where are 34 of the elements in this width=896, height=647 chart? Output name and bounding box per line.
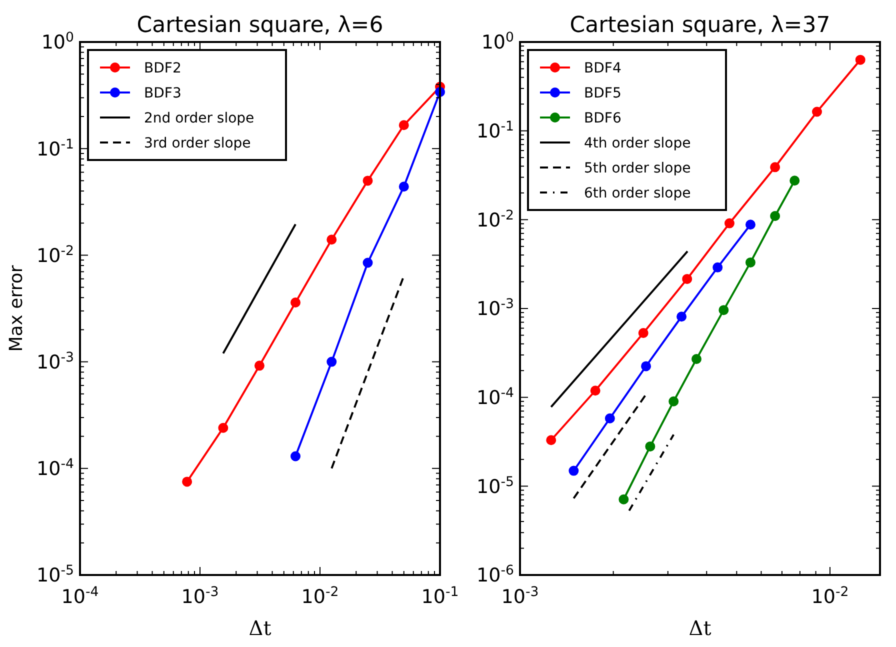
- chart-title: Cartesian square, λ=6: [136, 13, 384, 38]
- x-tick-label: 10$^{-2}$: [811, 584, 849, 608]
- legend-label: 5th order slope: [584, 160, 691, 176]
- x-tick-label: 10$^{-3}$: [181, 584, 219, 608]
- y-tick-label: 10$^{-1}$: [476, 118, 514, 142]
- chart-title: Cartesian square, λ=37: [570, 13, 830, 38]
- legend-label: 2nd order slope: [144, 110, 254, 126]
- x-tick-label: 10$^{-1}$: [421, 584, 459, 608]
- x-tick-label: 10$^{-3}$: [501, 584, 539, 608]
- legend-label: BDF5: [584, 85, 622, 102]
- x-axis-title: Δt: [248, 616, 272, 640]
- x-axis-title: Δt: [688, 616, 712, 640]
- y-tick-label: 10$^{0}$: [481, 30, 514, 54]
- legend-label: BDF2: [144, 60, 182, 76]
- y-tick-label: 10$^{-2}$: [476, 208, 514, 232]
- y-tick-label: 10$^{-2}$: [36, 243, 74, 267]
- legend-label: BDF3: [144, 85, 182, 102]
- legend-label: 4th order slope: [584, 135, 691, 152]
- x-tick-label: 10$^{-4}$: [61, 584, 99, 608]
- legend-label: 3rd order slope: [144, 135, 251, 152]
- legend-label: 6th order slope: [584, 185, 691, 202]
- y-tick-label: 10$^{-4}$: [36, 456, 74, 480]
- y-tick-label: 10$^{-5}$: [36, 563, 74, 587]
- x-tick-label: 10$^{-2}$: [301, 584, 339, 608]
- legend-label: BDF4: [584, 60, 622, 76]
- y-tick-label: 10$^{-1}$: [36, 136, 74, 160]
- y-tick-label: 10$^{0}$: [41, 30, 74, 54]
- y-tick-label: 10$^{-3}$: [476, 296, 514, 320]
- legend-label: BDF6: [584, 110, 622, 126]
- y-tick-label: 10$^{-5}$: [476, 474, 514, 498]
- y-tick-label: 10$^{-6}$: [476, 563, 514, 587]
- y-axis-title: Max error: [6, 264, 27, 352]
- y-tick-label: 10$^{-4}$: [476, 385, 514, 409]
- y-tick-label: 10$^{-3}$: [36, 350, 74, 374]
